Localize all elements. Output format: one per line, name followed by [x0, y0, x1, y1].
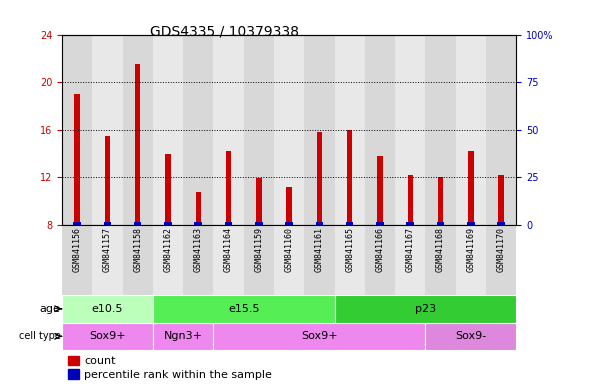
Bar	[486, 35, 516, 225]
Bar	[214, 323, 425, 350]
Bar	[365, 225, 395, 295]
Bar	[438, 177, 443, 225]
Bar	[408, 175, 413, 225]
Bar	[455, 225, 486, 295]
Bar	[244, 35, 274, 225]
Bar	[425, 225, 455, 295]
Bar	[183, 225, 214, 295]
Bar	[317, 132, 322, 225]
Bar	[214, 225, 244, 295]
Bar	[316, 222, 323, 225]
Bar	[376, 222, 384, 225]
Text: GSM841170: GSM841170	[497, 227, 506, 272]
Text: GSM841158: GSM841158	[133, 227, 142, 272]
Text: GSM841169: GSM841169	[466, 227, 476, 272]
Text: GSM841168: GSM841168	[436, 227, 445, 272]
Bar	[468, 151, 474, 225]
Bar	[92, 35, 123, 225]
Bar	[74, 94, 80, 225]
Bar	[214, 35, 244, 225]
Bar	[123, 35, 153, 225]
Bar	[255, 222, 263, 225]
Bar	[62, 35, 92, 225]
Bar	[335, 35, 365, 225]
Bar	[183, 35, 214, 225]
Bar	[153, 225, 183, 295]
Bar	[135, 64, 140, 225]
Text: GSM841160: GSM841160	[284, 227, 294, 272]
Bar	[123, 225, 153, 295]
Bar	[335, 295, 516, 323]
Bar	[244, 225, 274, 295]
Bar	[104, 136, 110, 225]
Text: GSM841159: GSM841159	[254, 227, 263, 272]
Bar	[499, 175, 504, 225]
Text: GSM841161: GSM841161	[315, 227, 324, 272]
Bar	[486, 225, 516, 295]
Bar	[92, 225, 123, 295]
Bar	[365, 35, 395, 225]
Text: GSM841165: GSM841165	[345, 227, 354, 272]
Bar	[134, 222, 142, 225]
Text: cell type: cell type	[18, 331, 60, 341]
Bar	[62, 323, 153, 350]
Text: e15.5: e15.5	[228, 304, 260, 314]
Bar	[73, 222, 81, 225]
Text: age: age	[40, 304, 60, 314]
Bar	[225, 222, 232, 225]
Bar	[153, 35, 183, 225]
Text: GSM841162: GSM841162	[163, 227, 172, 272]
Bar	[407, 222, 414, 225]
Bar	[104, 222, 111, 225]
Bar	[153, 295, 335, 323]
Bar	[304, 225, 335, 295]
Text: GDS4335 / 10379338: GDS4335 / 10379338	[150, 25, 299, 39]
Bar	[62, 295, 153, 323]
Text: GSM841156: GSM841156	[73, 227, 81, 272]
Bar	[195, 192, 201, 225]
Text: GSM841163: GSM841163	[194, 227, 203, 272]
Bar	[455, 35, 486, 225]
Bar	[286, 222, 293, 225]
Text: GSM841167: GSM841167	[406, 227, 415, 272]
Bar	[395, 225, 425, 295]
Text: Ngn3+: Ngn3+	[163, 331, 202, 341]
Text: GSM841157: GSM841157	[103, 227, 112, 272]
Bar	[153, 323, 214, 350]
Bar	[274, 225, 304, 295]
Bar	[62, 225, 92, 295]
Text: e10.5: e10.5	[91, 304, 123, 314]
Text: GSM841164: GSM841164	[224, 227, 233, 272]
Bar	[274, 35, 304, 225]
Bar	[346, 222, 353, 225]
Bar	[437, 222, 444, 225]
Text: Sox9+: Sox9+	[89, 331, 126, 341]
Bar	[335, 225, 365, 295]
Bar	[286, 187, 292, 225]
Bar	[425, 35, 455, 225]
Text: Sox9-: Sox9-	[455, 331, 486, 341]
Bar	[226, 151, 231, 225]
Text: Sox9+: Sox9+	[301, 331, 337, 341]
Bar	[377, 156, 383, 225]
Bar	[395, 35, 425, 225]
Bar	[467, 222, 474, 225]
Bar	[164, 222, 172, 225]
Text: GSM841166: GSM841166	[375, 227, 385, 272]
Legend: count, percentile rank within the sample: count, percentile rank within the sample	[67, 356, 272, 380]
Bar	[425, 323, 516, 350]
Bar	[195, 222, 202, 225]
Bar	[165, 154, 171, 225]
Bar	[347, 130, 352, 225]
Bar	[304, 35, 335, 225]
Text: p23: p23	[415, 304, 436, 314]
Bar	[256, 179, 261, 225]
Bar	[497, 222, 505, 225]
